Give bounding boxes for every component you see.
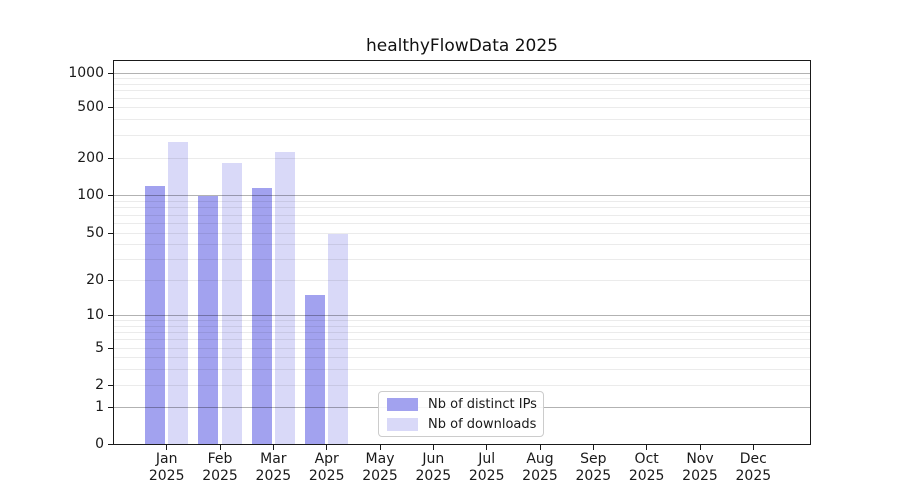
bar-jan-distinct-ips [145,185,165,444]
minor-gridline-60 [114,223,810,224]
y-tick-500 [108,107,113,108]
legend-item-downloads: Nb of downloads [387,416,537,432]
x-tick-sep [592,445,594,450]
legend: Nb of distinct IPs Nb of downloads [378,391,544,437]
bar-mar-downloads [275,151,296,444]
minor-gridline-800 [114,83,810,85]
x-tick-label-oct: Oct 2025 [628,451,665,484]
major-gridline-10 [114,315,810,316]
major-gridline-100 [114,195,810,196]
y-tick-label-1: 1 [95,399,104,415]
x-tick-label-nov: Nov 2025 [682,451,718,484]
x-tick-jun [432,445,434,450]
minor-gridline-9 [114,320,810,322]
y-tick-label-500: 500 [77,99,104,115]
x-tick-label-aug: Aug 2025 [522,451,558,484]
x-tick-dec [752,445,754,450]
minor-gridline-600 [114,98,810,100]
y-tick-2 [108,385,113,386]
x-tick-label-jun: Jun 2025 [415,451,452,484]
x-tick-jan [166,445,168,450]
minor-gridline-500 [114,107,810,108]
x-tick-label-jul: Jul 2025 [468,451,505,484]
x-tick-feb [219,445,221,450]
y-tick-5 [108,348,113,349]
legend-swatch-downloads [387,417,418,431]
minor-gridline-900 [114,78,810,80]
y-tick-1000 [108,73,113,74]
x-tick-aug [539,445,541,450]
y-tick-label-100: 100 [77,187,104,203]
x-tick-label-may: May 2025 [362,451,398,484]
bar-apr-distinct-ips [304,294,325,444]
bar-mar-distinct-ips [251,188,272,444]
bar-jan-downloads [168,141,189,444]
chart-title: healthyFlowData 2025 [366,36,558,56]
x-tick-label-jan: Jan 2025 [148,451,185,484]
x-tick-label-apr: Apr 2025 [308,451,345,484]
minor-gridline-30 [114,258,810,260]
minor-gridline-20 [114,279,810,281]
minor-gridline-400 [114,119,810,121]
x-tick-mar [272,445,274,450]
minor-gridline-50 [114,233,810,234]
legend-item-distinct-ips: Nb of distinct IPs [387,396,537,412]
minor-gridline-80 [114,207,810,209]
minor-gridline-4 [114,357,810,358]
x-tick-oct [646,445,648,450]
x-tick-jul [486,445,488,450]
minor-gridline-40 [114,244,810,246]
x-tick-label-mar: Mar 2025 [255,451,292,484]
minor-gridline-6 [114,339,810,341]
y-tick-10 [108,315,113,316]
legend-swatch-distinct-ips [387,397,418,411]
y-tick-1 [108,407,113,408]
y-tick-label-1000: 1000 [68,65,104,81]
y-tick-label-5: 5 [95,340,104,356]
y-tick-20 [108,279,113,281]
minor-gridline-300 [114,135,810,137]
y-tick-200 [108,158,113,159]
y-tick-0 [108,443,113,445]
y-tick-100 [108,195,113,196]
y-tick-label-200: 200 [77,150,104,166]
y-tick-label-10: 10 [86,307,104,323]
x-tick-may [379,445,381,450]
x-tick-nov [699,445,701,450]
legend-label-distinct-ips: Nb of distinct IPs [428,396,537,412]
x-tick-label-sep: Sep 2025 [575,451,612,484]
y-tick-label-50: 50 [86,225,104,241]
minor-gridline-200 [114,158,810,159]
minor-gridline-70 [114,214,810,216]
minor-gridline-2 [114,385,810,386]
major-gridline-1000 [114,73,810,74]
x-tick-label-dec: Dec 2025 [735,451,772,484]
minor-gridline-700 [114,90,810,92]
y-tick-label-20: 20 [86,271,104,288]
x-tick-apr [326,445,328,450]
legend-label-downloads: Nb of downloads [428,416,537,432]
bar-feb-distinct-ips [198,195,219,444]
y-tick-label-0: 0 [95,435,104,452]
minor-gridline-8 [114,325,810,327]
minor-gridline-90 [114,200,810,202]
bar-apr-downloads [328,233,349,444]
minor-gridline-3 [114,368,810,370]
minor-gridline-5 [114,348,810,349]
y-tick-50 [108,233,113,234]
y-tick-label-2: 2 [95,377,104,393]
minor-gridline-7 [114,331,810,333]
x-tick-label-feb: Feb 2025 [202,451,238,484]
bar-feb-downloads [221,162,242,444]
